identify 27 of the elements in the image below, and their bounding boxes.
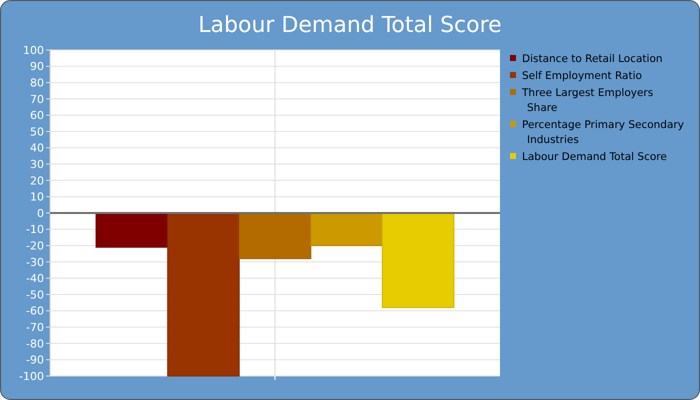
y-tick-label: -50 xyxy=(26,288,44,302)
y-tick-label: 10 xyxy=(30,190,44,204)
y-tick-label: -30 xyxy=(26,256,44,269)
y-tick-label: 30 xyxy=(30,158,44,171)
y-tick-label: 50 xyxy=(30,125,44,138)
y-tick-label: -100 xyxy=(19,370,44,383)
y-tick-label: 0 xyxy=(37,206,44,220)
y-tick-label: -10 xyxy=(26,223,44,236)
y-tick-label: 40 xyxy=(30,142,44,155)
y-tick-label: 70 xyxy=(30,92,44,106)
y-tick-label: -80 xyxy=(26,337,44,350)
legend-label: Labour Demand Total Score xyxy=(522,151,667,163)
chart-title: Labour Demand Total Score xyxy=(198,13,502,38)
y-tick-label: 100 xyxy=(23,44,44,57)
y-tick-label: 20 xyxy=(30,174,44,188)
y-tick-label: 80 xyxy=(30,76,44,90)
y-tick-label: -70 xyxy=(26,320,44,334)
legend-label: Distance to Retail Location xyxy=(522,53,663,65)
y-tick-label: -60 xyxy=(26,304,44,318)
legend-label: Percentage Primary Secondary Industries xyxy=(522,119,684,146)
y-tick-label: -40 xyxy=(26,272,44,286)
y-tick-label: -90 xyxy=(26,354,44,367)
legend-label: Three Largest Employers Share xyxy=(521,87,654,114)
y-tick-label: 60 xyxy=(30,109,44,122)
y-tick-label: -20 xyxy=(26,239,44,252)
y-tick-label: 90 xyxy=(30,60,44,74)
legend-label: Self Employment Ratio xyxy=(522,70,642,82)
